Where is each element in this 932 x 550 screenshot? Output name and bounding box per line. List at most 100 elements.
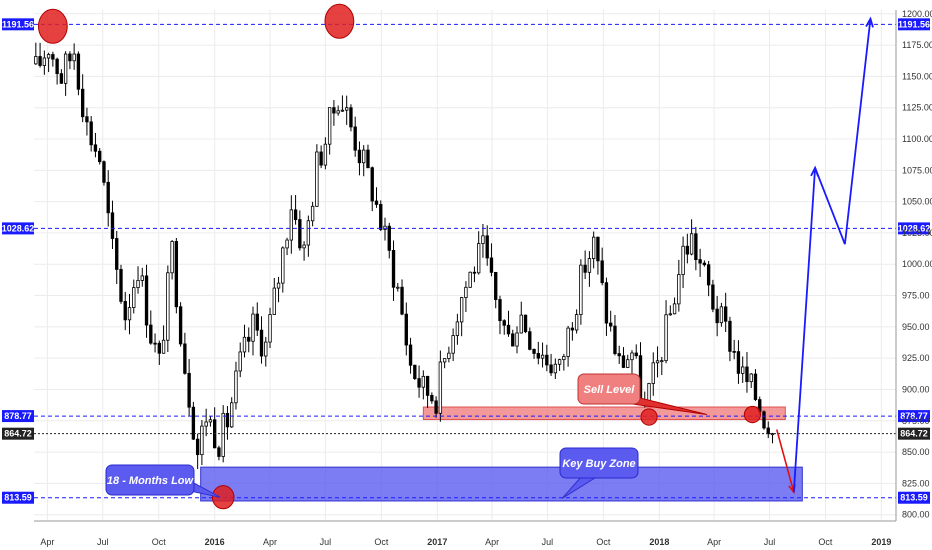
- red-circle-marker: [743, 405, 762, 424]
- candle-body: [647, 383, 651, 403]
- candle-body: [383, 225, 387, 230]
- price-tag: [2, 18, 34, 31]
- candle-body: [549, 364, 553, 374]
- candle-body: [306, 220, 311, 246]
- axes: 800.00 825.00 850.00 875.00 900.00 925.00 950.…: [34, 9, 932, 547]
- y-tick-label: 875.00: [902, 416, 930, 426]
- candle-body: [285, 239, 289, 249]
- candle-body: [379, 204, 383, 230]
- y-tick-label: 975.00: [902, 291, 930, 301]
- candle-body: [221, 412, 225, 457]
- candle-body: [442, 358, 447, 363]
- candle-body: [59, 73, 64, 84]
- candle-body: [319, 151, 323, 166]
- candle-body: [46, 54, 51, 59]
- candle-body: [430, 394, 434, 402]
- price-tag: [898, 427, 930, 440]
- candle-body: [719, 306, 724, 324]
- candle-body: [195, 438, 200, 456]
- candle-body: [736, 351, 741, 374]
- blue-projection-arrowhead: [865, 16, 874, 28]
- candle-body: [566, 327, 570, 357]
- sell-level-callout: Sell Level: [584, 384, 636, 396]
- candle-body: [42, 57, 47, 66]
- candle-body: [396, 286, 400, 289]
- candle-body: [506, 324, 511, 335]
- projections: [775, 16, 874, 495]
- candle-body: [626, 359, 630, 368]
- x-tick-label: Apr: [263, 537, 277, 547]
- candle-body: [238, 351, 242, 372]
- candle-body: [540, 354, 545, 359]
- candle-body: [481, 235, 485, 244]
- candle-body: [694, 233, 698, 261]
- candle-body: [545, 354, 549, 366]
- candle-body: [200, 425, 204, 456]
- candle-body: [485, 235, 489, 259]
- y-tick-label: 925.00: [902, 353, 930, 363]
- candle-body: [749, 373, 753, 383]
- candle-body: [609, 322, 613, 327]
- candle-body: [617, 353, 621, 357]
- x-tick-label: Apr: [485, 537, 499, 547]
- candle-body: [706, 264, 711, 286]
- x-tick-label: 2019: [871, 537, 891, 547]
- candle-body: [489, 257, 494, 273]
- candle-body: [102, 161, 106, 183]
- red-circle-marker: [640, 408, 658, 426]
- sell-level-box: [577, 373, 641, 405]
- candle-body: [447, 352, 451, 359]
- candle-body: [685, 245, 690, 255]
- x-tick-label: Oct: [152, 537, 167, 547]
- y-tick-label: 1125.00: [902, 103, 932, 113]
- candle-body: [753, 373, 758, 400]
- candle-body: [68, 53, 72, 62]
- candle-body: [234, 370, 238, 404]
- price-tag-label: 1028.62: [2, 223, 35, 233]
- x-tick-label: 2016: [205, 537, 225, 547]
- y-tick-label: 800.00: [902, 510, 930, 520]
- candle-body: [140, 275, 144, 281]
- candle-body: [293, 209, 298, 220]
- key-buy-zone: [200, 466, 803, 502]
- candle-body: [51, 54, 55, 60]
- candle-body: [272, 287, 276, 315]
- candle-body: [421, 375, 426, 388]
- candle-body: [187, 372, 191, 408]
- candle-body: [247, 336, 251, 342]
- candle-body: [115, 238, 119, 270]
- candle-body: [208, 419, 213, 423]
- x-tick-label: Apr: [707, 537, 721, 547]
- candle-body: [353, 126, 357, 151]
- x-tick-label: Jul: [542, 537, 554, 547]
- red-circle-marker: [324, 3, 355, 39]
- candle-body: [536, 353, 540, 359]
- y-tick-label: 900.00: [902, 384, 930, 394]
- candle-body: [55, 58, 59, 75]
- candle-body: [166, 272, 170, 341]
- candle-body: [741, 366, 745, 374]
- y-tick-label: 1150.00: [902, 71, 932, 81]
- candle-body: [591, 236, 596, 260]
- candle-body: [408, 344, 413, 366]
- candle-body: [715, 308, 719, 324]
- candle-body: [366, 149, 370, 169]
- candle-body: [178, 306, 183, 345]
- candle-body: [340, 109, 345, 112]
- candle-body: [332, 107, 336, 114]
- candle-body: [519, 314, 523, 334]
- candle-body: [668, 313, 672, 316]
- candle-body: [63, 53, 68, 84]
- price-tag: [898, 410, 930, 423]
- y-tick-label: 1075.00: [902, 165, 932, 175]
- price-tag-label: 1191.56: [898, 19, 930, 29]
- candle-body: [136, 279, 140, 289]
- candle-body: [327, 107, 332, 145]
- candle-body: [655, 360, 660, 364]
- candle-body: [498, 299, 502, 322]
- candle-body: [596, 236, 600, 262]
- candle-body: [698, 259, 702, 264]
- candle-body: [528, 331, 532, 350]
